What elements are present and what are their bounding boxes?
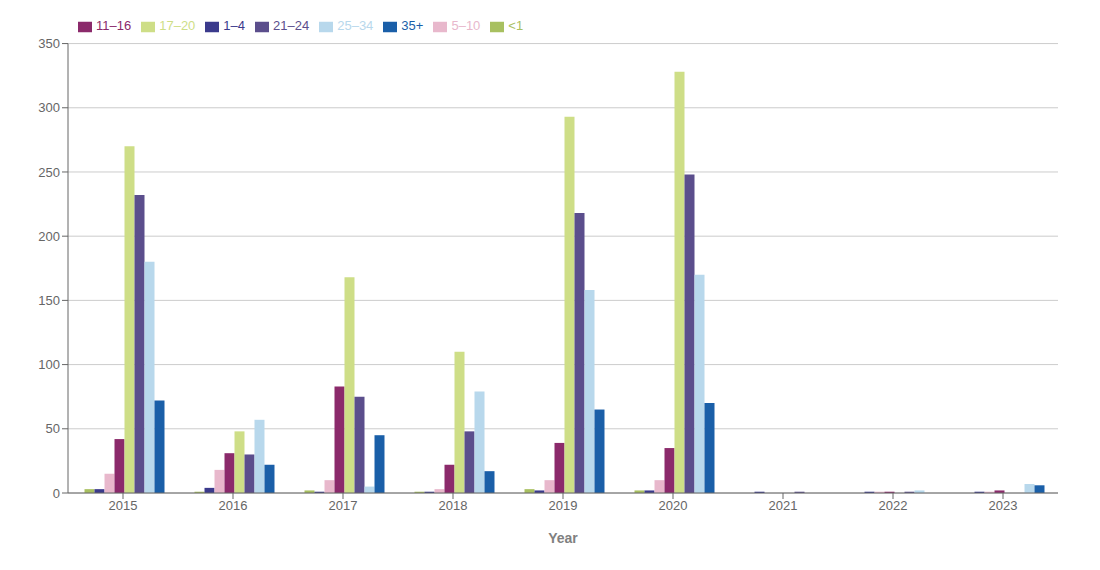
html-text:25–34: 25–34 xyxy=(337,18,374,33)
svg-text:250: 250 xyxy=(38,165,60,180)
html-text:17–20: 17–20 xyxy=(159,18,196,33)
html-text:5–10: 5–10 xyxy=(451,18,481,33)
svg-text:350: 350 xyxy=(38,36,60,51)
svg-text:300: 300 xyxy=(38,100,60,115)
svg-text:2017: 2017 xyxy=(329,498,358,513)
svg-text:50: 50 xyxy=(46,421,60,436)
svg-text:100: 100 xyxy=(38,357,60,372)
svg-text:2016: 2016 xyxy=(219,498,248,513)
svg-text:2018: 2018 xyxy=(439,498,468,513)
html-text:35+: 35+ xyxy=(401,18,424,33)
svg-text:150: 150 xyxy=(38,293,60,308)
svg-text:200: 200 xyxy=(38,229,60,244)
svg-text:2022: 2022 xyxy=(879,498,908,513)
svg-text:2021: 2021 xyxy=(769,498,798,513)
svg-text:0: 0 xyxy=(53,486,60,501)
svg-text:2023: 2023 xyxy=(989,498,1018,513)
html-text:21–24: 21–24 xyxy=(273,18,310,33)
svg-text:2020: 2020 xyxy=(659,498,688,513)
svg-text:2019: 2019 xyxy=(549,498,578,513)
html-text:11–16: 11–16 xyxy=(96,18,132,33)
svg-text:2015: 2015 xyxy=(109,498,138,513)
html-text:<1: <1 xyxy=(508,18,524,33)
html-text:1–4: 1–4 xyxy=(223,18,245,33)
svg-text:Year: Year xyxy=(548,530,578,546)
